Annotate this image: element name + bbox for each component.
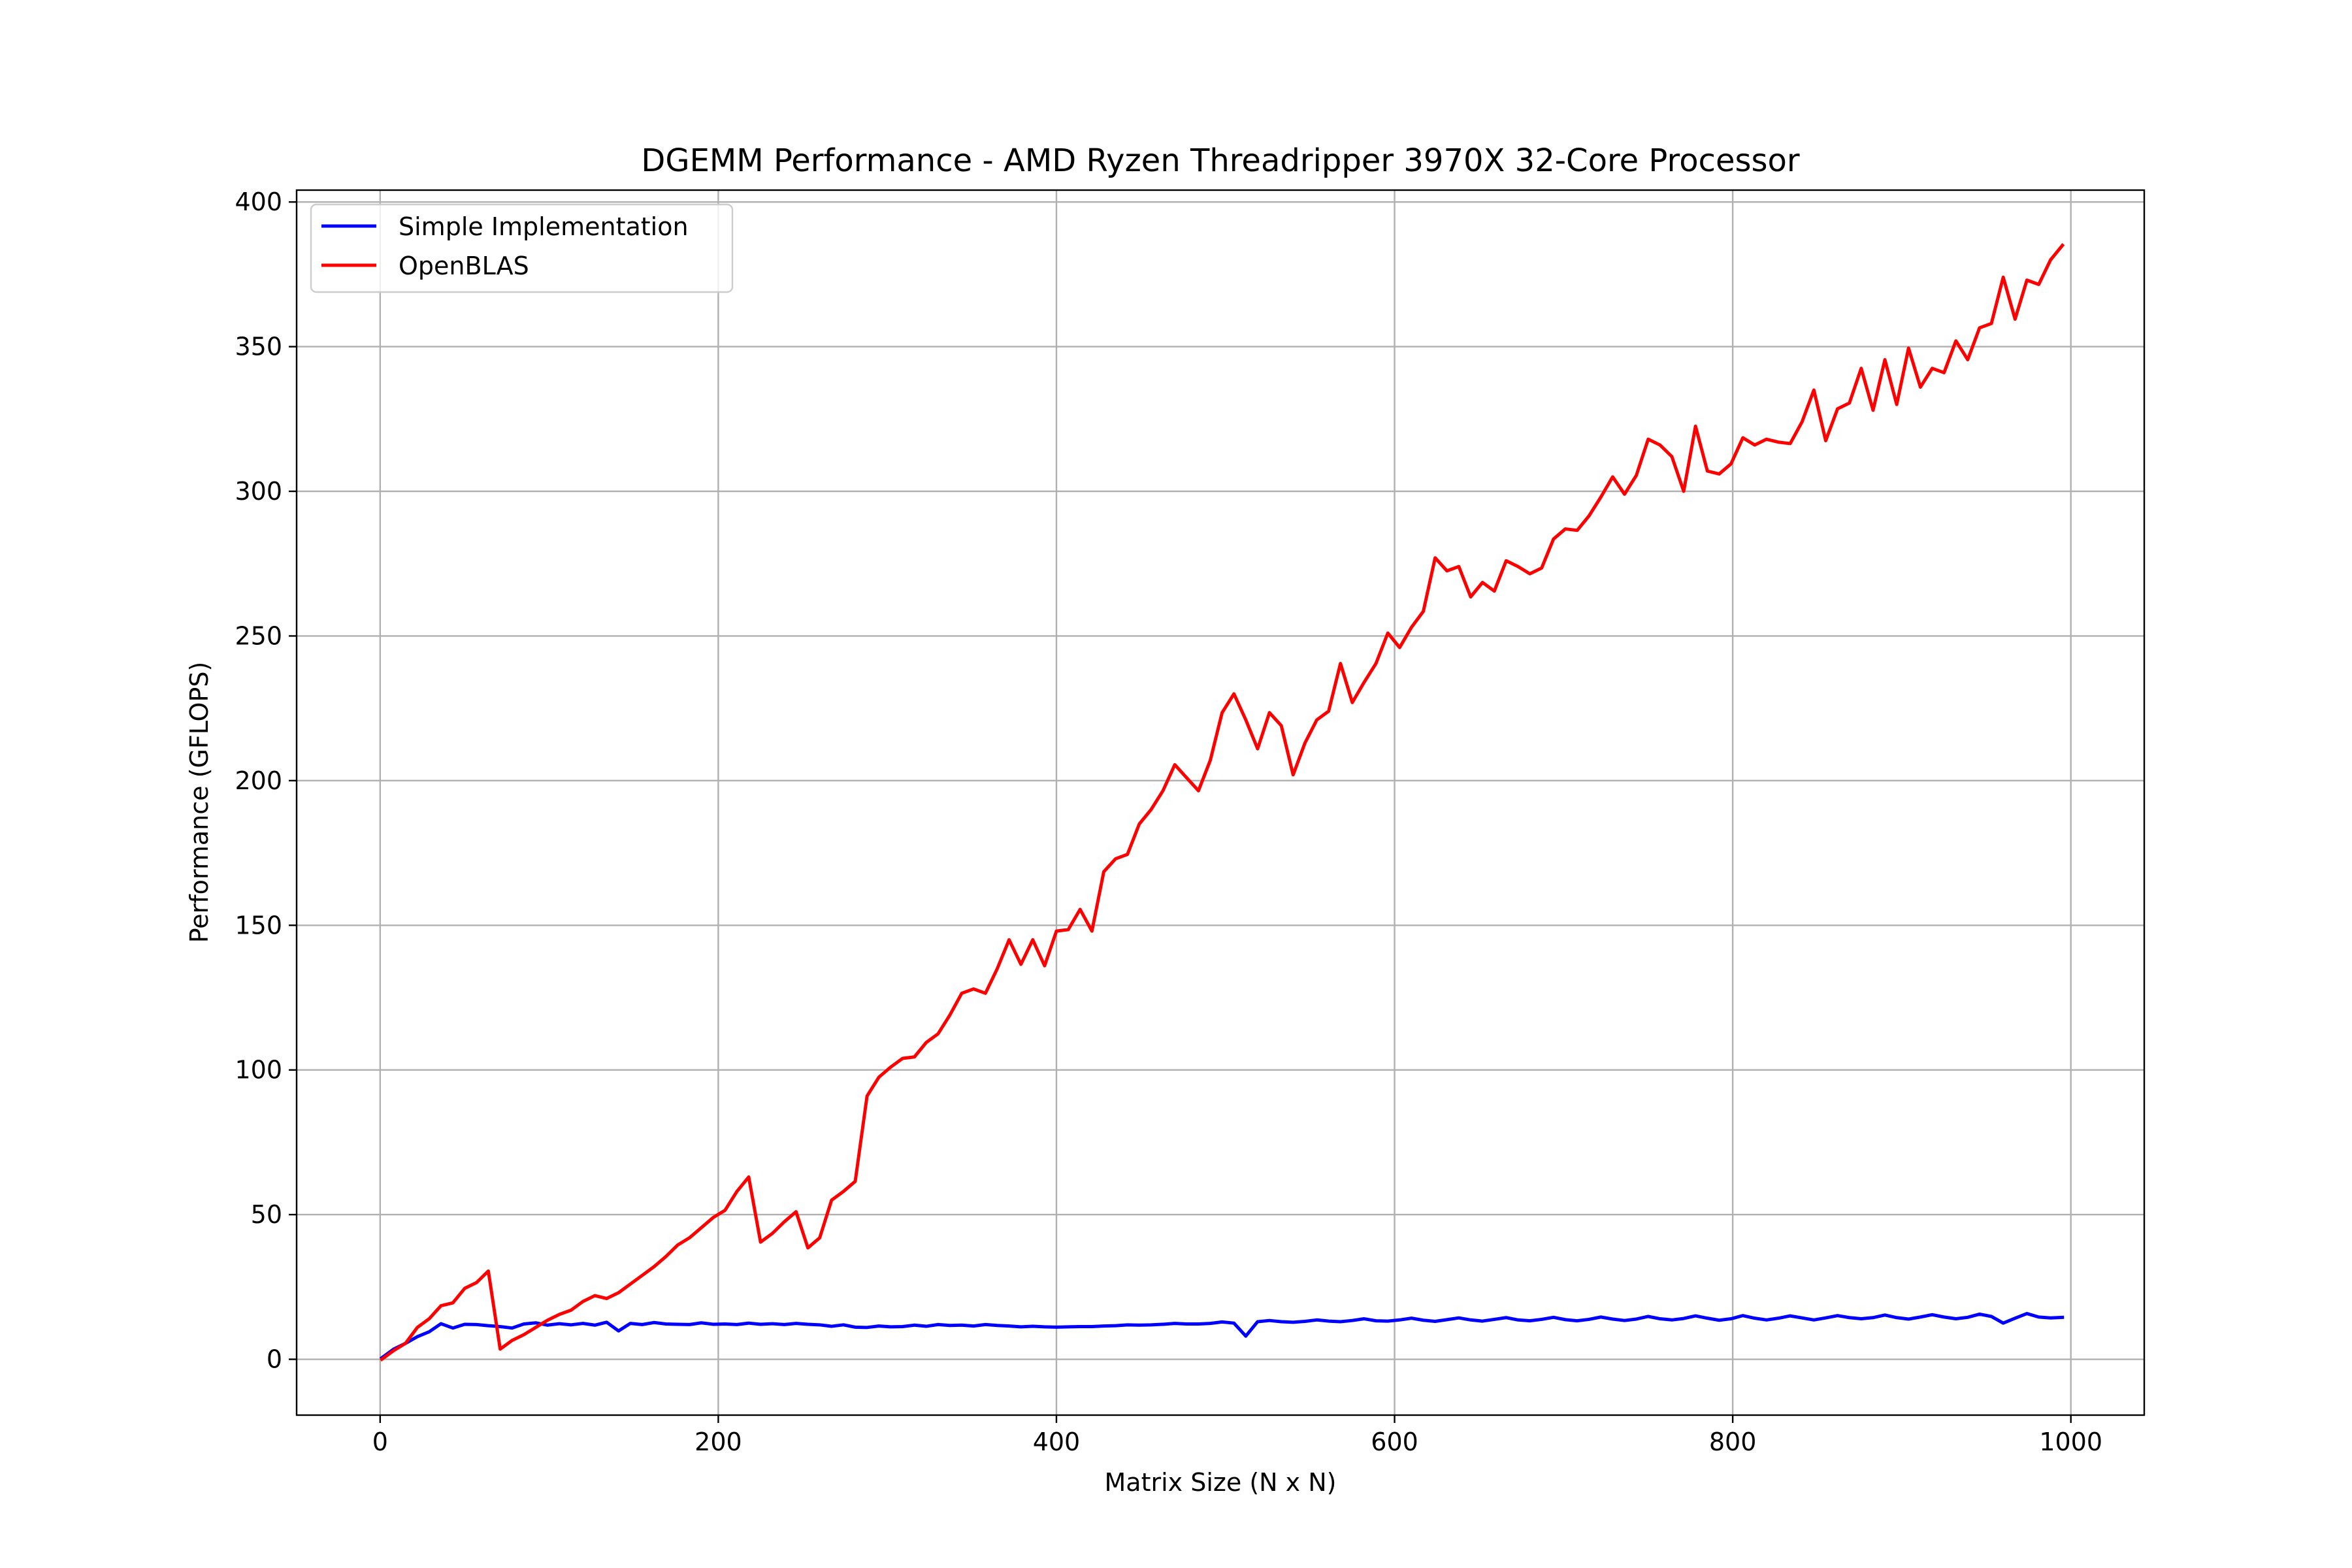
x-tick-label-200: 200 [694,1428,742,1456]
chart-title: DGEMM Performance - AMD Ryzen Threadripp… [641,142,1799,179]
x-grid-lines [379,190,2072,1415]
plot-frame [295,189,2146,1416]
y-tick-label-250: 250 [235,621,282,650]
y-tick-label-50: 50 [251,1200,282,1229]
legend-box [310,203,734,293]
y-tick-label-350: 350 [235,333,282,361]
series-line-openblas [379,243,2065,1362]
x-tick-label-800: 800 [1709,1428,1757,1456]
legend: Simple Implementation OpenBLAS [310,203,734,293]
y-tick-label-100: 100 [235,1056,282,1085]
y-tick-label-150: 150 [235,911,282,939]
x-tick-label-400: 400 [1033,1428,1081,1456]
x-tick-label-0: 0 [372,1428,388,1456]
series-line-simple-implementation [379,1312,2065,1360]
y-axis-ticks: 0 50 100 150 200 250 300 350 400 [235,188,297,1374]
x-axis-ticks: 0 200 400 600 800 1000 [372,1415,2102,1456]
legend-label-openblas: OpenBLAS [399,252,529,280]
series-layer [379,243,2065,1362]
legend-label-simple: Simple Implementation [399,212,689,241]
y-tick-label-300: 300 [235,477,282,506]
y-tick-label-200: 200 [235,766,282,795]
x-tick-label-1000: 1000 [2039,1428,2102,1456]
y-axis-label: Performance (GFLOPS) [185,662,214,943]
x-axis-label: Matrix Size (N x N) [1105,1468,1337,1497]
y-grid-lines [297,201,2144,1360]
y-tick-label-0: 0 [267,1345,282,1374]
x-tick-label-600: 600 [1371,1428,1418,1456]
y-tick-label-400: 400 [235,188,282,216]
